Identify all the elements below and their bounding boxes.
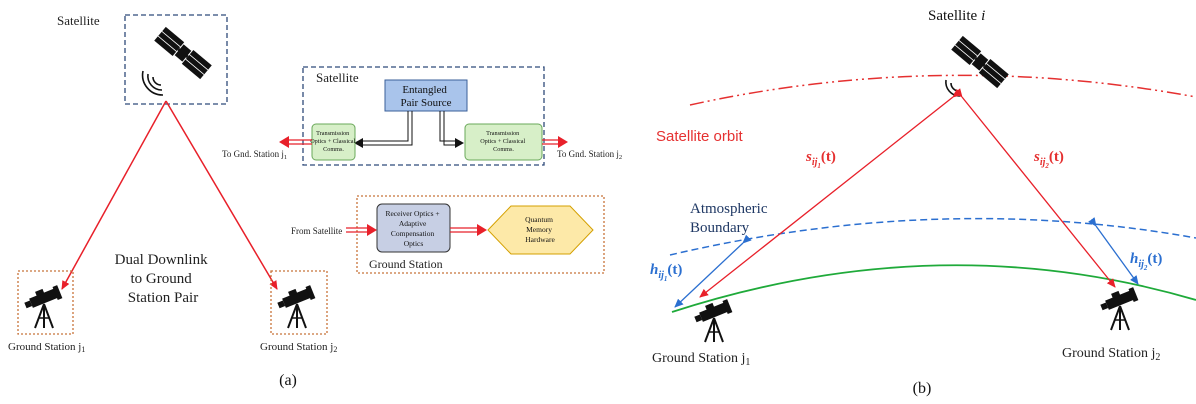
satellite-i-label: Satellite i [928,8,985,24]
ground-station-2-label: Ground Station j2 [260,341,337,354]
inset-ground-station-label: Ground Station [369,257,443,271]
panel-a: Satellite Ground Station j1 Ground Stati… [8,13,622,389]
antenna-waves-icon [143,71,163,95]
source-to-tx-right [440,111,456,145]
caption-a: (a) [279,372,297,389]
out-arrow-right [542,140,560,144]
ground-station-1-label: Ground Station j1 [8,341,85,354]
h-ij1-label: hij1(t) [650,262,682,283]
rx-to-qm-arrow [450,228,478,232]
satellite-icon [154,27,212,79]
to-gnd-station-2-label: To Gnd. Station j2 [557,149,622,161]
h-ij2-label: hij2(t) [1130,251,1162,272]
out-arrowhead-right [558,136,568,148]
quantum-memory-label: Quantum Memory Hardware [525,215,555,244]
entangled-pair-source-label: Entangled Pair Source [400,84,451,109]
out-arrowhead-left [279,136,289,148]
from-satellite-arrowhead [367,224,377,236]
telescope-icon [22,283,62,328]
telescope-icon [1098,285,1138,330]
antenna-waves-icon [946,80,960,96]
s-ij2-label: sij2(t) [1033,149,1064,170]
arrowhead-right [455,138,464,148]
h-ij1-arrow [675,243,743,307]
telescope-icon [275,283,315,328]
inset-satellite-label: Satellite [316,70,359,85]
source-to-tx-left [362,111,412,145]
atmospheric-boundary-label: Atmospheric Boundary [690,201,771,236]
slant-path-2 [962,97,1115,287]
satellite-label: Satellite [57,13,100,28]
ground-station-2-label: Ground Station j2 [1062,346,1160,363]
ground-station-1-label: Ground Station j1 [652,351,750,368]
s-ij1-label: sij1(t) [805,149,836,170]
caption-b: (b) [913,380,932,397]
satellite-orbit [690,75,1196,105]
from-satellite-label: From Satellite [291,226,342,236]
out-arrow-left [288,140,312,144]
to-gnd-station-1-label: To Gnd. Station j1 [222,149,287,161]
dual-downlink-label: Dual Downlink to Ground Station Pair [115,252,212,306]
orbit-label: Satellite orbit [656,128,744,145]
satellite-icon [951,36,1009,88]
rx-to-qm-arrowhead [477,224,487,236]
satellite-box [125,15,227,104]
panel-b: Satellite orbit Atmospheric Boundary Sat… [650,8,1196,397]
